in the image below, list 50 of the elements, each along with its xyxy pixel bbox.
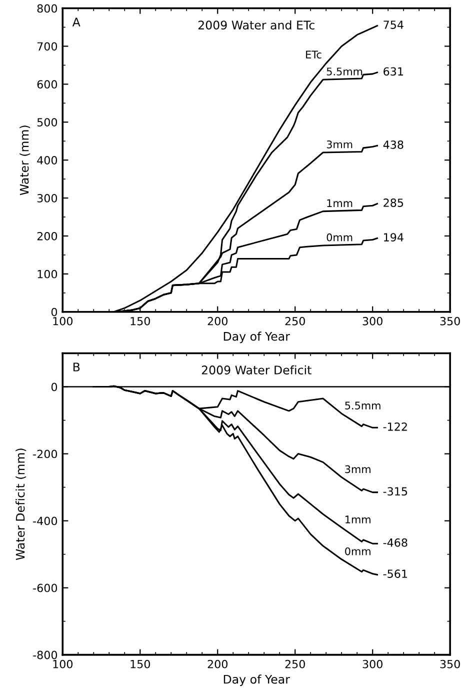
- y-tick-label: 700: [37, 42, 58, 51]
- series-label: 3mm: [345, 465, 370, 474]
- y-tick-label: 600: [37, 80, 58, 89]
- x-tick-label: 350: [440, 316, 460, 326]
- y-tick-label: -200: [33, 450, 58, 458]
- series-label: 1mm: [327, 199, 352, 207]
- annotation: A: [72, 18, 80, 26]
- data-label: 285: [384, 198, 404, 207]
- y-tick-label: 100: [38, 270, 58, 278]
- x-tick-label: 200: [208, 316, 228, 326]
- text: 2009 Water and ETc: [198, 20, 314, 30]
- y-tick-label: 300: [37, 194, 58, 202]
- data-label: 438: [383, 140, 404, 149]
- series-label: 0mm: [326, 233, 352, 242]
- annotation: B: [73, 362, 80, 372]
- y-axis-title: Water (mm): [20, 126, 30, 196]
- series-label: 0mm: [345, 547, 370, 556]
- series-label: ETc: [306, 50, 322, 59]
- y-tick-label: 0: [51, 382, 58, 392]
- y-tick-label: 500: [37, 118, 58, 127]
- y-tick-label: -600: [33, 584, 58, 592]
- text: 2009 Water Deficit: [202, 365, 312, 374]
- data-label: -122: [383, 422, 407, 431]
- data-label: 631: [384, 67, 403, 76]
- series-label: 3mm: [326, 140, 352, 148]
- data-label: -561: [383, 570, 407, 578]
- series-label: 5.5mm: [326, 68, 362, 76]
- y-tick-label: 800: [37, 4, 58, 13]
- x-tick-label: 350: [440, 660, 460, 668]
- x-tick-label: 250: [285, 660, 305, 668]
- x-tick-label: 300: [362, 316, 382, 326]
- y-tick-label: 400: [37, 156, 58, 164]
- data-label: 194: [384, 233, 404, 242]
- series-label: 5.5mm: [345, 402, 380, 410]
- y-tick-label: 200: [37, 232, 58, 240]
- data-label: -315: [383, 487, 408, 496]
- y-tick-label: -800: [33, 650, 58, 660]
- y-axis-title: Water Deficit (mm): [16, 448, 26, 560]
- x-tick-label: 150: [130, 316, 150, 326]
- data-label: 754: [384, 20, 404, 29]
- x-tick-label: 300: [362, 660, 382, 668]
- data-label: -468: [383, 538, 408, 547]
- series-label: 1mm: [346, 516, 370, 524]
- x-tick-label: 250: [285, 316, 305, 326]
- x-axis-title: Day of Year: [224, 674, 290, 686]
- y-tick-label: -400: [33, 516, 58, 526]
- y-tick-label: 0: [51, 308, 58, 316]
- x-tick-label: 200: [208, 660, 228, 668]
- x-tick-label: 150: [130, 660, 150, 668]
- x-axis-title: Day of Year: [224, 332, 290, 344]
